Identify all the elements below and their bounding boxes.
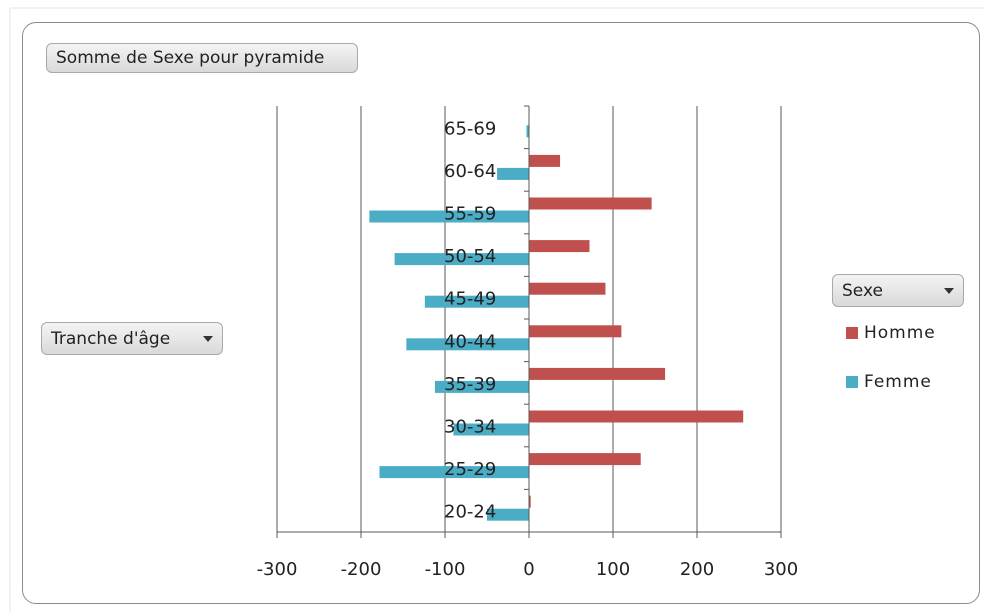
bar-femme (434, 380, 529, 393)
x-tick-label: -200 (341, 559, 382, 580)
category-label: 25-29 (444, 459, 496, 480)
x-tick-label: 300 (764, 559, 798, 580)
bar-homme (529, 495, 531, 508)
legend-swatch-femme (846, 376, 858, 388)
bar-femme (394, 253, 529, 266)
bar-femme (379, 466, 529, 479)
bar-femme (453, 423, 529, 436)
x-tick-label: 100 (596, 559, 630, 580)
legend-field-label: Sexe (842, 280, 883, 301)
dropdown-arrow-icon (944, 287, 954, 294)
x-tick-label: -100 (425, 559, 466, 580)
bar-femme (497, 167, 529, 180)
bar-femme (406, 338, 529, 351)
category-label: 30-34 (444, 417, 496, 438)
category-label: 60-64 (444, 161, 496, 182)
bar-homme (529, 453, 641, 466)
bar-femme (487, 508, 529, 521)
chart-area[interactable] (22, 22, 980, 604)
bar-homme (529, 197, 652, 210)
bar-homme (529, 240, 590, 253)
axis-field-label: Tranche d'âge (51, 328, 171, 349)
dropdown-arrow-icon (203, 335, 213, 342)
category-label: 65-69 (444, 118, 496, 139)
legend-field-button[interactable]: Sexe (832, 274, 964, 307)
bar-homme (529, 154, 561, 167)
category-label: 50-54 (444, 246, 496, 267)
x-tick-label: -300 (257, 559, 298, 580)
bar-femme (526, 125, 529, 138)
bar-homme (529, 410, 744, 423)
axis-field-button[interactable]: Tranche d'âge (41, 322, 223, 355)
legend-label-homme: Homme (864, 323, 936, 343)
bar-femme (369, 210, 529, 223)
legend-item-femme: Femme (846, 372, 932, 392)
category-label: 20-24 (444, 502, 496, 523)
x-tick-label: 200 (680, 559, 714, 580)
bar-femme (424, 295, 529, 308)
legend-swatch-homme (846, 327, 858, 339)
bar-homme (529, 325, 622, 338)
x-tick-label: 0 (523, 559, 534, 580)
category-label: 35-39 (444, 374, 496, 395)
value-field-label: Somme de Sexe pour pyramide (56, 48, 325, 68)
bar-homme (529, 282, 606, 295)
category-label: 55-59 (444, 204, 496, 225)
bar-homme (529, 367, 666, 380)
value-field-button[interactable]: Somme de Sexe pour pyramide (46, 43, 358, 73)
category-label: 45-49 (444, 289, 496, 310)
legend-item-homme: Homme (846, 323, 936, 343)
legend-label-femme: Femme (864, 372, 932, 392)
category-label: 40-44 (444, 331, 496, 352)
